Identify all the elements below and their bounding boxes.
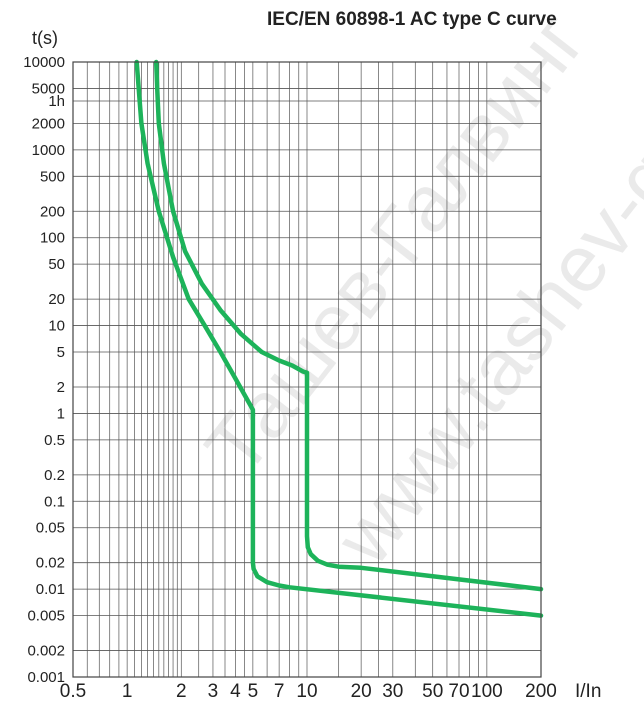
y-tick-label: 5	[57, 344, 65, 361]
y-tick-label: 0.1	[44, 493, 65, 510]
y-tick-label: 2000	[32, 115, 65, 132]
y-tick-label: 200	[40, 203, 65, 220]
watermark-layer: Ташев-Галвинг www.tashev-galving.com	[188, 0, 644, 581]
x-axis-ticks: 0.5 1 2 3 4 5 7 10 20 30 50 70 100 200	[60, 681, 557, 702]
y-tick-label: 0.002	[27, 643, 65, 660]
y-tick-label: 0.005	[27, 608, 65, 625]
x-tick-label: 200	[525, 681, 557, 702]
x-axis-label: I/In	[575, 681, 601, 702]
series-line-1	[134, 59, 544, 618]
x-tick-label: 1	[122, 681, 133, 702]
y-tick-label: 50	[48, 256, 65, 273]
y-tick-label: 20	[48, 291, 65, 308]
y-tick-label: 2	[57, 379, 65, 396]
y-tick-label: 5000	[32, 80, 65, 97]
y-tick-label: 0.2	[44, 467, 65, 484]
y-tick-label: 1	[57, 405, 65, 422]
x-tick-label: 0.5	[60, 681, 86, 702]
y-tick-label: 100	[40, 230, 65, 247]
y-axis-label: t(s)	[32, 28, 58, 48]
y-tick-label: 1h	[48, 93, 65, 110]
y-tick-label: 1000	[32, 142, 65, 159]
y-tick-label: 0.5	[44, 432, 65, 449]
x-tick-label: 10	[296, 681, 317, 702]
y-tick-label: 0.01	[36, 581, 65, 598]
y-tick-label: 0.05	[36, 520, 65, 537]
plot-frame	[72, 61, 542, 678]
x-tick-label: 3	[208, 681, 219, 702]
x-tick-label: 7	[274, 681, 285, 702]
x-tick-label: 100	[471, 681, 503, 702]
series-line-2	[153, 59, 544, 592]
y-tick-label: 0.001	[27, 669, 65, 686]
x-tick-label: 4	[230, 681, 241, 702]
x-tick-label: 2	[176, 681, 187, 702]
x-tick-label: 20	[351, 681, 372, 702]
y-tick-label: 10000	[23, 54, 65, 71]
chart-title: IEC/EN 60898-1 AC type C curve	[267, 9, 557, 30]
x-tick-label: 50	[422, 681, 443, 702]
series-layer	[134, 59, 544, 618]
x-tick-label: 30	[382, 681, 403, 702]
y-tick-label: 10	[48, 318, 65, 335]
y-tick-label: 500	[40, 168, 65, 185]
y-tick-label: 0.02	[36, 555, 65, 572]
x-tick-label: 70	[448, 681, 469, 702]
x-tick-label: 5	[248, 681, 259, 702]
